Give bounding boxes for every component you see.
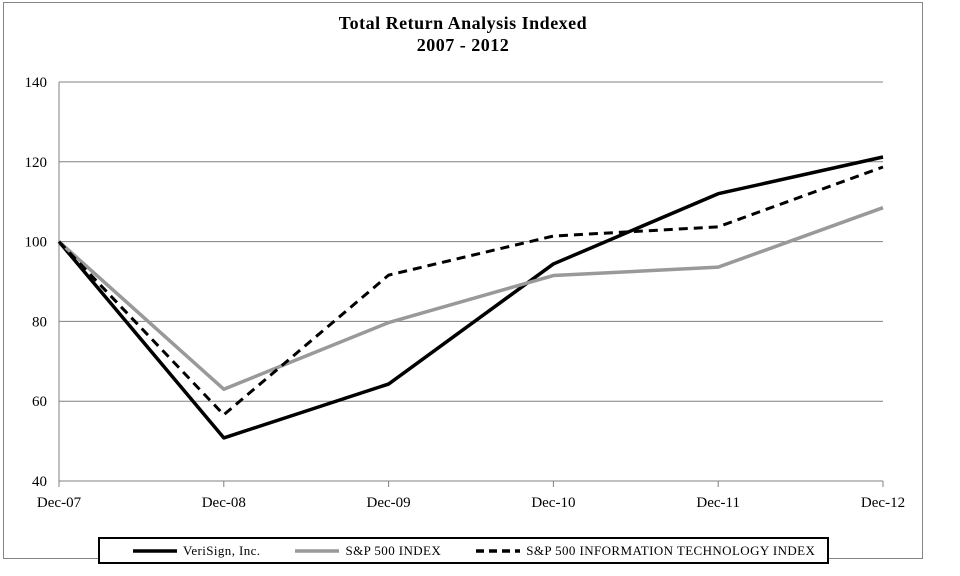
legend-sample-line-0 — [133, 548, 177, 553]
legend-label-0: VeriSign, Inc. — [183, 542, 261, 558]
legend-label-1: S&P 500 INDEX — [345, 542, 442, 558]
y-tick-label-100: 100 — [25, 235, 48, 251]
x-tick-label-Dec-08: Dec-08 — [202, 495, 246, 511]
chart-title: Total Return Analysis Indexed — [338, 13, 588, 33]
chart-subtitle: 2007 - 2012 — [416, 35, 510, 55]
chart-legend: VeriSign, Inc. S&P 500 INDEX S&P 500 INFOR… — [98, 537, 829, 564]
y-tick-label-120: 120 — [25, 155, 48, 171]
legend-item-0: VeriSign, Inc. — [133, 543, 260, 559]
legend-label-2: S&P 500 INFORMATION TECHNOLOGY INDEX — [526, 542, 816, 558]
legend-sample-line-2 — [476, 548, 521, 553]
legend-sample-line-1 — [295, 548, 340, 553]
y-tick-label-140: 140 — [25, 75, 48, 91]
chart-title-block: Total Return Analysis Indexed 2007 - 201… — [3, 12, 923, 56]
series-line-2 — [57, 165, 884, 417]
series-line-1 — [57, 206, 884, 391]
x-tick-label-Dec-10: Dec-10 — [531, 495, 575, 511]
series-line-0 — [57, 155, 884, 440]
y-tick-label-80: 80 — [32, 314, 47, 330]
x-tick-label-Dec-07: Dec-07 — [37, 495, 82, 511]
x-tick-label-Dec-11: Dec-11 — [696, 495, 740, 511]
x-tick-label-Dec-09: Dec-09 — [367, 495, 411, 511]
y-tick-label-60: 60 — [32, 394, 47, 410]
x-tick-label-Dec-12: Dec-12 — [861, 495, 905, 511]
legend-item-2: S&P 500 INFORMATION TECHNOLOGY INDEX — [476, 543, 815, 559]
y-tick-label-40: 40 — [32, 474, 47, 490]
legend-item-1: S&P 500 INDEX — [295, 543, 441, 559]
